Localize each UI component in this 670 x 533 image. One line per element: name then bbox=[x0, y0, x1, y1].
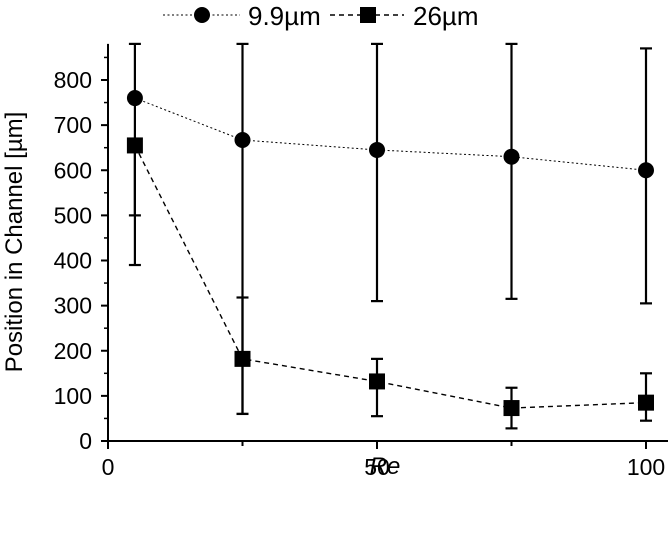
y-tick-label: 700 bbox=[54, 112, 92, 138]
data-point-circle bbox=[126, 90, 143, 107]
legend-marker-square bbox=[360, 7, 376, 23]
series-line-1 bbox=[134, 97, 647, 171]
legend-label-1: 9.9µm bbox=[248, 1, 321, 31]
y-tick-label: 800 bbox=[54, 67, 92, 93]
data-point-square bbox=[234, 350, 251, 367]
series-line-2 bbox=[134, 145, 647, 409]
x-tick-label: 50 bbox=[364, 454, 390, 480]
series-lines bbox=[134, 97, 647, 409]
x-tick-label: 0 bbox=[102, 454, 115, 480]
data-point-square bbox=[638, 394, 654, 411]
y-axis-title: Position in Channel [µm] bbox=[1, 112, 28, 373]
y-tick-label: 500 bbox=[54, 202, 92, 228]
data-point-square bbox=[503, 400, 520, 417]
data-point-circle bbox=[234, 132, 251, 149]
y-tick-label: 200 bbox=[54, 338, 92, 364]
x-axis-title: Re bbox=[370, 453, 401, 480]
series-markers bbox=[126, 90, 654, 417]
legend-marker-circle bbox=[194, 7, 210, 23]
y-tick-label: 400 bbox=[54, 248, 92, 274]
y-tick-label: 600 bbox=[54, 157, 92, 183]
data-point-square bbox=[369, 373, 385, 390]
y-tick-label: 300 bbox=[54, 293, 92, 319]
data-point-circle bbox=[369, 141, 385, 158]
y-tick-label: 100 bbox=[54, 383, 92, 409]
x-tick-label: 100 bbox=[627, 454, 665, 480]
error-bars bbox=[128, 42, 652, 430]
legend-label-2: 26µm bbox=[413, 1, 479, 31]
data-point-circle bbox=[638, 162, 654, 179]
legend: 9.9µm 26µm bbox=[163, 1, 479, 31]
data-point-square bbox=[126, 137, 143, 154]
axes: 0 100 200 300 400 500 600 700 800 0 50 100 bbox=[54, 43, 668, 480]
y-tick-label: 0 bbox=[79, 428, 92, 454]
data-point-circle bbox=[503, 148, 520, 165]
